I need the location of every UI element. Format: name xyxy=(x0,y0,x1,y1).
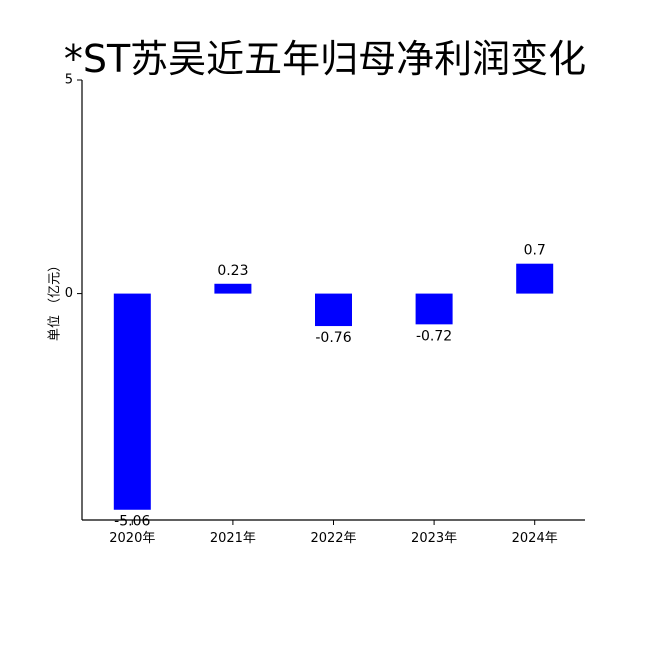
data-label: -5.06 xyxy=(114,514,150,530)
data-label: -0.72 xyxy=(416,328,452,344)
bar xyxy=(113,293,151,510)
data-label: -0.76 xyxy=(315,330,351,346)
data-label: 0.23 xyxy=(217,263,248,279)
bar xyxy=(214,283,252,294)
y-tick-label: 0 xyxy=(65,286,73,301)
y-axis-label: 单位 （亿元） xyxy=(48,259,63,341)
data-label: 0.7 xyxy=(524,243,546,259)
x-tick-label: 2021年 xyxy=(210,531,256,546)
value-labels: -5.06 0.23 -0.76 -0.72 0.7 xyxy=(114,243,546,530)
x-tick-label: 2023年 xyxy=(411,531,457,546)
y-tick-label: 5 xyxy=(65,73,73,88)
axes: 5 0 2020年 2021年 2022年 2023年 2024年 xyxy=(65,73,585,546)
bar xyxy=(415,293,453,325)
bar xyxy=(516,263,554,294)
bar xyxy=(315,293,352,327)
x-tick-label: 2020年 xyxy=(109,531,155,546)
x-tick-label: 2022年 xyxy=(310,531,356,546)
chart-title: *ST苏吴近五年归母净利润变化 xyxy=(63,37,587,81)
x-tick-label: 2024年 xyxy=(512,531,558,546)
bars xyxy=(113,263,554,510)
